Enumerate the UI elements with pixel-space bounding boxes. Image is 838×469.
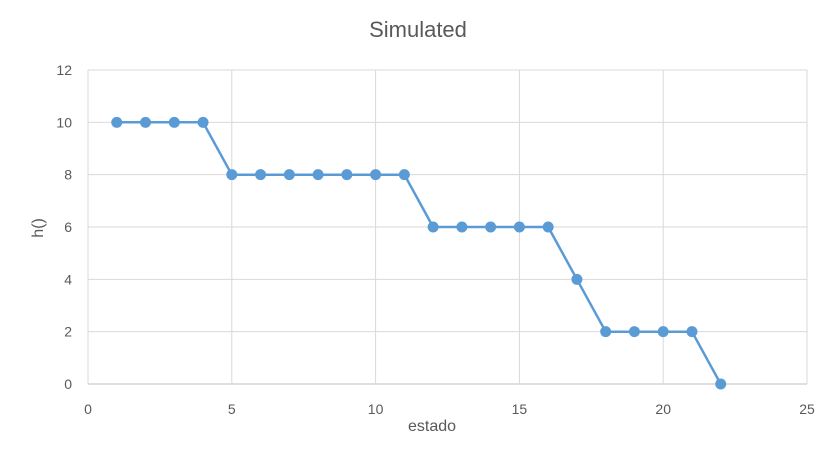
x-tick-label: 15 (512, 401, 528, 417)
data-point (111, 116, 123, 128)
series-layer (111, 116, 727, 390)
series-line (116, 121, 722, 385)
x-tick-label: 0 (84, 401, 92, 417)
x-tick-label: 10 (368, 401, 384, 417)
y-tick-label: 10 (56, 114, 72, 130)
y-tick-label: 12 (56, 62, 72, 78)
y-tick-label: 8 (64, 167, 72, 183)
data-point (542, 221, 554, 233)
x-tick-label: 20 (655, 401, 671, 417)
data-point (600, 326, 612, 338)
data-point (628, 326, 640, 338)
data-point (715, 378, 727, 390)
x-axis-ticks: 0 5 10 15 20 25 (84, 401, 815, 417)
data-point (226, 169, 238, 181)
data-point (255, 169, 267, 181)
data-point (485, 221, 497, 233)
y-axis-ticks: 0 2 4 6 8 10 12 (56, 62, 72, 392)
data-point (140, 116, 152, 128)
data-point (456, 221, 468, 233)
data-point (686, 326, 698, 338)
x-axis-label: estado (408, 418, 456, 435)
data-point (197, 116, 209, 128)
y-tick-label: 2 (64, 324, 72, 340)
data-point (370, 169, 382, 181)
data-point (283, 169, 295, 181)
data-point (427, 221, 439, 233)
y-axis-label: h() (30, 218, 47, 238)
chart-title: Simulated (369, 17, 467, 42)
x-tick-label: 5 (228, 401, 236, 417)
data-point (513, 221, 525, 233)
data-point (657, 326, 669, 338)
data-point (571, 273, 583, 285)
data-point (398, 169, 410, 181)
x-tick-label: 25 (799, 401, 815, 417)
data-point (312, 169, 324, 181)
y-tick-label: 0 (64, 376, 72, 392)
y-tick-label: 6 (64, 219, 72, 235)
data-point (168, 116, 180, 128)
y-tick-label: 4 (64, 271, 72, 287)
data-point (341, 169, 353, 181)
